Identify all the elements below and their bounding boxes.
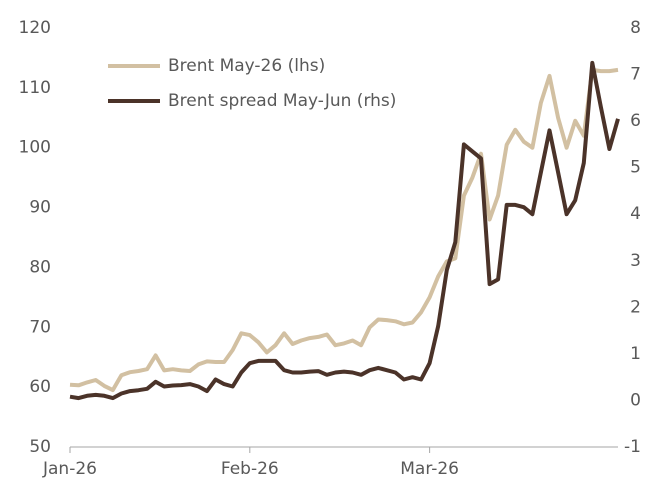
y2-tick-label: 0 (630, 390, 641, 410)
y2-tick-label: -1 (624, 437, 641, 457)
x-tick-label: Feb-26 (221, 459, 279, 479)
y2-tick-label: 2 (630, 297, 641, 317)
series-line (69, 60, 620, 401)
y2-tick-label: 5 (630, 158, 641, 178)
series-line (69, 67, 619, 393)
y2-tick-label: 1 (630, 344, 641, 364)
x-tick-label: Jan-26 (42, 459, 97, 479)
y2-tick-label: 4 (630, 204, 641, 224)
y-tick-label: 110 (19, 78, 51, 98)
legend-label: Brent spread May-Jun (rhs) (168, 91, 396, 111)
y-tick-label: 60 (29, 377, 51, 397)
y2-tick-label: 3 (630, 251, 641, 271)
legend-label: Brent May-26 (lhs) (168, 56, 325, 76)
y-tick-label: 120 (19, 18, 51, 38)
y-tick-label: 90 (29, 198, 51, 218)
y-tick-label: 70 (29, 317, 51, 337)
y-tick-label: 50 (29, 437, 51, 457)
y-tick-label: 80 (29, 257, 51, 277)
x-tick-label: Mar-26 (400, 459, 459, 479)
y-tick-label: 100 (19, 138, 51, 158)
y2-tick-label: 7 (630, 65, 641, 85)
y2-tick-label: 6 (630, 111, 641, 131)
y2-tick-label: 8 (630, 18, 641, 38)
